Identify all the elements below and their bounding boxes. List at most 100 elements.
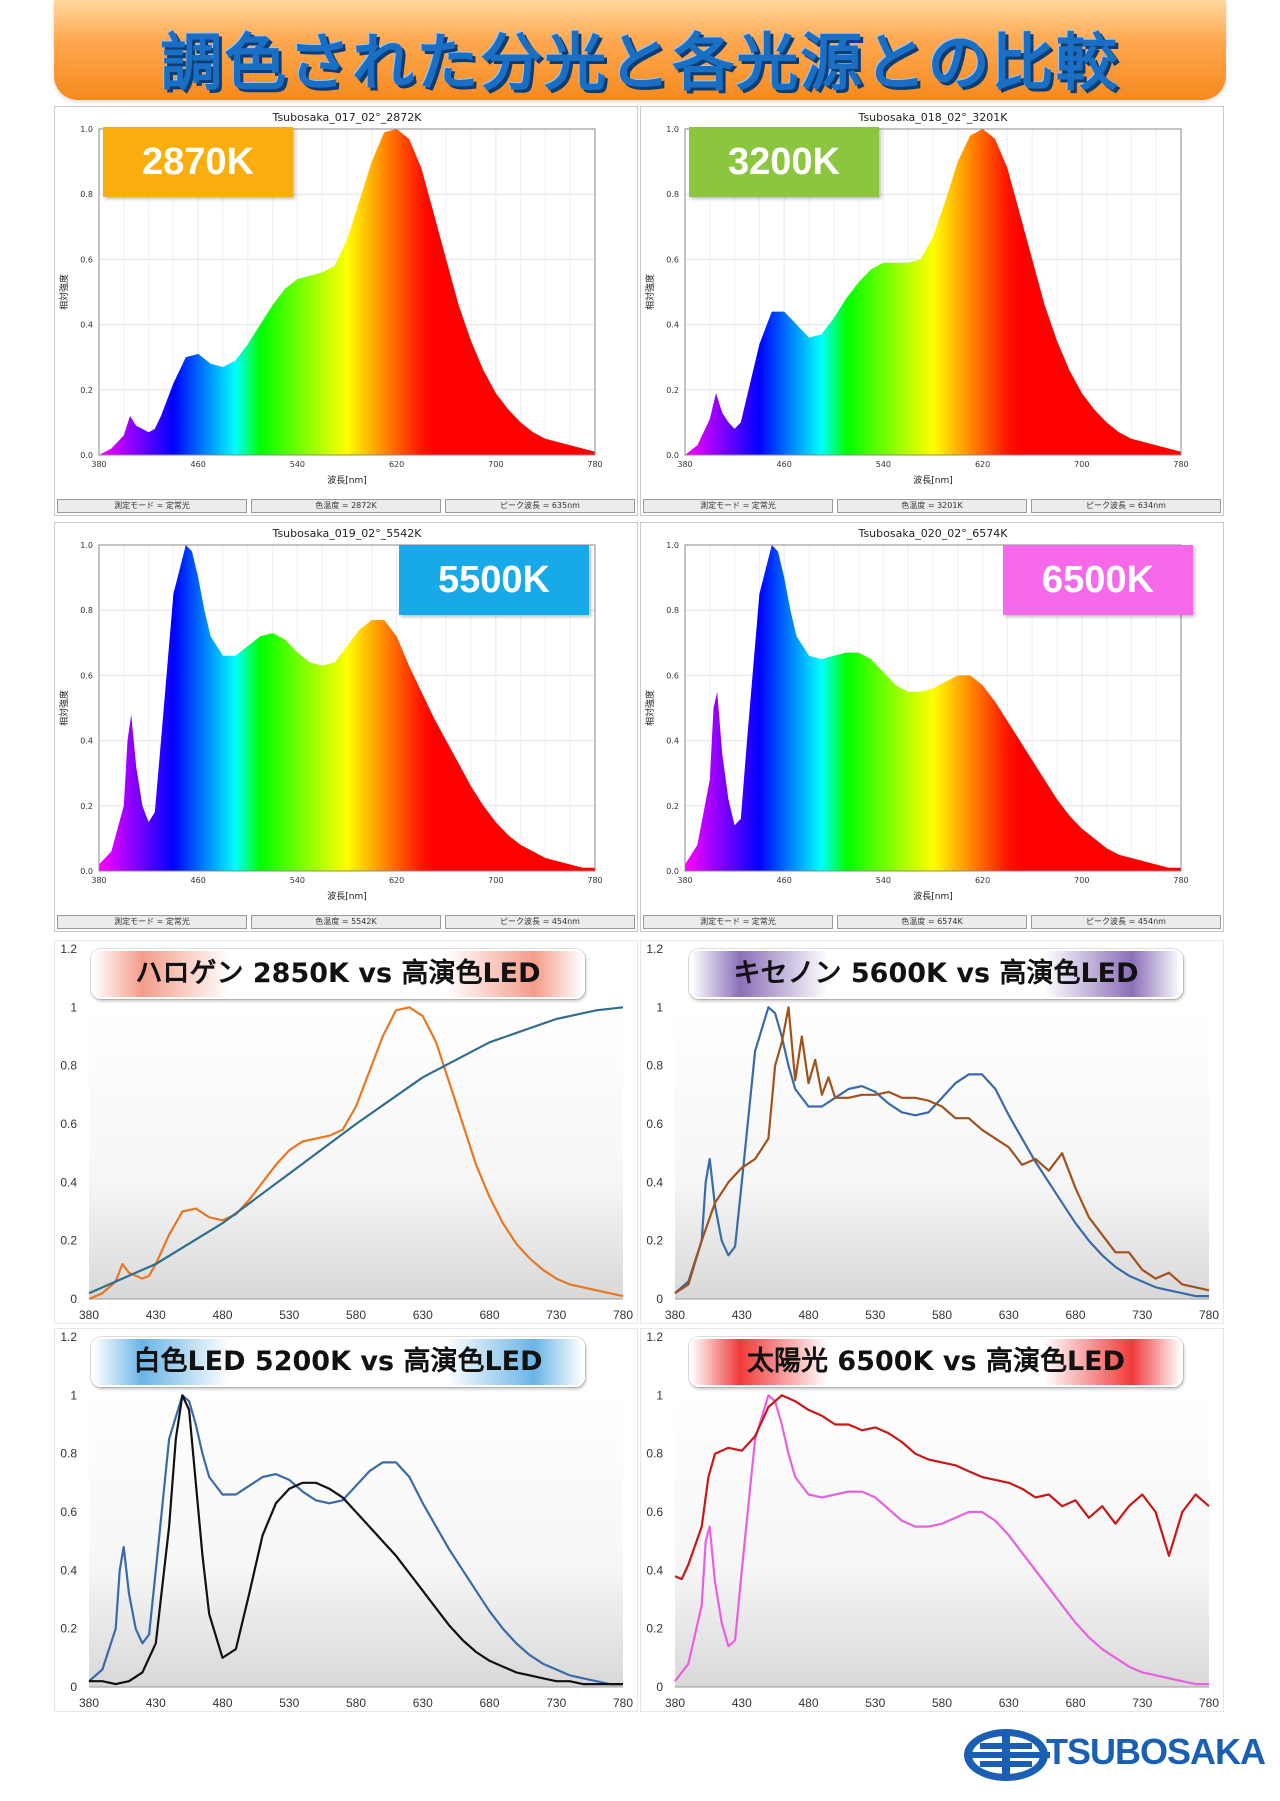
y-tick-label: 0.4 (666, 737, 679, 746)
status-color-temp: 色温度 = 5542K (251, 915, 441, 929)
compare-panel-xenon: 0 0.2 0.4 0.6 0.8 1 1.2 380 430 480 530 580 630 680 73… (640, 940, 1224, 1324)
x-tick-label: 460 (777, 876, 792, 885)
x-tick-label: 680 (479, 1696, 499, 1710)
chart-title: Tsubosaka_017_02°_2872K (272, 111, 423, 124)
compare-label: 白色LED 5200K vs 高演色LED (91, 1337, 585, 1387)
x-tick-label: 620 (389, 876, 404, 885)
x-tick-label: 540 (290, 876, 305, 885)
x-tick-label: 630 (999, 1308, 1019, 1322)
x-tick-label: 730 (1132, 1696, 1152, 1710)
x-tick-label: 380 (79, 1696, 99, 1710)
status-peak: ピーク波長 = 454nm (445, 915, 635, 929)
plot-frame (98, 544, 596, 872)
y-tick-label: 0.4 (60, 1563, 77, 1577)
plot-frame (98, 128, 596, 456)
y-axis-label: 相対強度 (644, 690, 656, 726)
y-tick-label: 0.2 (60, 1622, 77, 1636)
x-axis-label: 波長[nm] (913, 474, 953, 486)
y-tick-label: 1.0 (666, 125, 679, 134)
x-tick-label: 620 (975, 460, 990, 469)
status-mode: 測定モード = 定常光 (57, 915, 247, 929)
compare-panel-halogen: 0 0.2 0.4 0.6 0.8 1 1.2 380 430 480 530 580 630 680 73… (54, 940, 638, 1324)
x-tick-label: 480 (212, 1308, 232, 1322)
x-tick-label: 680 (1065, 1308, 1085, 1322)
y-tick-label: 0.0 (666, 867, 679, 876)
y-tick-label: 0.0 (80, 867, 93, 876)
color-temp-tag: 6500K (1003, 545, 1193, 615)
status-bar: 測定モード = 定常光 色温度 = 6574K ピーク波長 = 454nm (643, 915, 1221, 929)
plot-background (675, 1007, 1209, 1299)
y-tick-label: 0.6 (80, 671, 93, 680)
y-tick-label: 0.6 (60, 1505, 77, 1519)
y-tick-label: 0.0 (666, 451, 679, 460)
status-mode: 測定モード = 定常光 (643, 915, 833, 929)
x-tick-label: 430 (732, 1308, 752, 1322)
x-tick-label: 530 (865, 1696, 885, 1710)
x-tick-label: 460 (777, 460, 792, 469)
compare-panel-sunlight: 0 0.2 0.4 0.6 0.8 1 1.2 380 430 480 530 580 630 680 73… (640, 1328, 1224, 1712)
x-tick-label: 540 (290, 460, 305, 469)
color-temp-tag: 2870K (103, 127, 293, 197)
status-mode: 測定モード = 定常光 (643, 499, 833, 513)
y-tick-label: 0.2 (646, 1234, 663, 1248)
plot-background (675, 1395, 1209, 1687)
status-bar: 測定モード = 定常光 色温度 = 5542K ピーク波長 = 454nm (57, 915, 635, 929)
x-tick-label: 580 (932, 1308, 952, 1322)
x-tick-label: 540 (876, 460, 891, 469)
x-tick-label: 780 (613, 1696, 633, 1710)
status-mode: 測定モード = 定常光 (57, 499, 247, 513)
y-axis-label: 相対強度 (58, 690, 70, 726)
x-tick-label: 380 (91, 876, 106, 885)
series-line-2 (88, 1006, 624, 1295)
y-tick-label: 1 (70, 1388, 77, 1402)
x-tick-label: 730 (1132, 1308, 1152, 1322)
x-tick-label: 700 (1074, 876, 1089, 885)
logo-text: TSUBOSAKA (1046, 1731, 1266, 1772)
x-tick-label: 430 (732, 1696, 752, 1710)
y-tick-label: 0.2 (80, 802, 93, 811)
x-tick-label: 700 (488, 460, 503, 469)
chart-title: Tsubosaka_020_02°_6574K (858, 527, 1009, 540)
x-tick-label: 780 (1173, 876, 1188, 885)
y-tick-label: 0.6 (60, 1117, 77, 1131)
compare-chart: 0 0.2 0.4 0.6 0.8 1 1.2 380 430 480 530 580 630 680 73… (646, 1330, 1219, 1710)
x-tick-label: 700 (1074, 460, 1089, 469)
spectrum-area (99, 129, 595, 455)
spectrum-chart: Tsubosaka_019_02°_5542K 380 460 540 620 700 78… (58, 527, 603, 902)
x-tick-label: 780 (587, 876, 602, 885)
y-tick-label: 0.6 (80, 255, 93, 264)
x-tick-label: 630 (999, 1696, 1019, 1710)
x-tick-label: 480 (798, 1308, 818, 1322)
y-tick-label: 0.4 (666, 321, 679, 330)
y-tick-label: 1.0 (666, 541, 679, 550)
spectrum-area (685, 545, 1181, 871)
status-color-temp: 色温度 = 6574K (837, 915, 1027, 929)
spectrum-panel-6500k: Tsubosaka_020_02°_6574K 380 460 540 620 700 78… (640, 522, 1224, 932)
y-tick-label: 1.2 (646, 1330, 663, 1344)
compare-chart: 0 0.2 0.4 0.6 0.8 1 1.2 380 430 480 530 580 630 680 73… (60, 1330, 633, 1710)
x-tick-label: 480 (212, 1696, 232, 1710)
y-tick-label: 0.2 (60, 1234, 77, 1248)
series-line-1 (674, 1394, 1209, 1686)
series-line-1 (674, 1006, 1209, 1298)
y-tick-label: 1 (656, 1000, 663, 1014)
compare-label: ハロゲン 2850K vs 高演色LED (91, 949, 585, 999)
x-tick-label: 680 (1065, 1696, 1085, 1710)
page-title: 調色された分光と各光源との比較 (160, 26, 1120, 99)
x-tick-label: 580 (932, 1696, 952, 1710)
x-tick-label: 430 (146, 1308, 166, 1322)
compare-chart: 0 0.2 0.4 0.6 0.8 1 1.2 380 430 480 530 580 630 680 73… (646, 942, 1219, 1322)
status-peak: ピーク波長 = 634nm (1031, 499, 1221, 513)
plot-frame (684, 544, 1182, 872)
x-tick-label: 780 (1199, 1696, 1219, 1710)
status-peak: ピーク波長 = 635nm (445, 499, 635, 513)
series-line-2 (674, 1394, 1210, 1581)
y-tick-label: 1 (656, 1388, 663, 1402)
y-tick-label: 0.8 (60, 1447, 77, 1461)
compare-label: キセノン 5600K vs 高演色LED (689, 949, 1183, 999)
compare-chart: 0 0.2 0.4 0.6 0.8 1 1.2 380 430 480 530 580 630 680 73… (60, 942, 633, 1322)
x-tick-label: 780 (1199, 1308, 1219, 1322)
plot-background (89, 1395, 623, 1687)
status-color-temp: 色温度 = 2872K (251, 499, 441, 513)
x-axis-label: 波長[nm] (913, 890, 953, 902)
